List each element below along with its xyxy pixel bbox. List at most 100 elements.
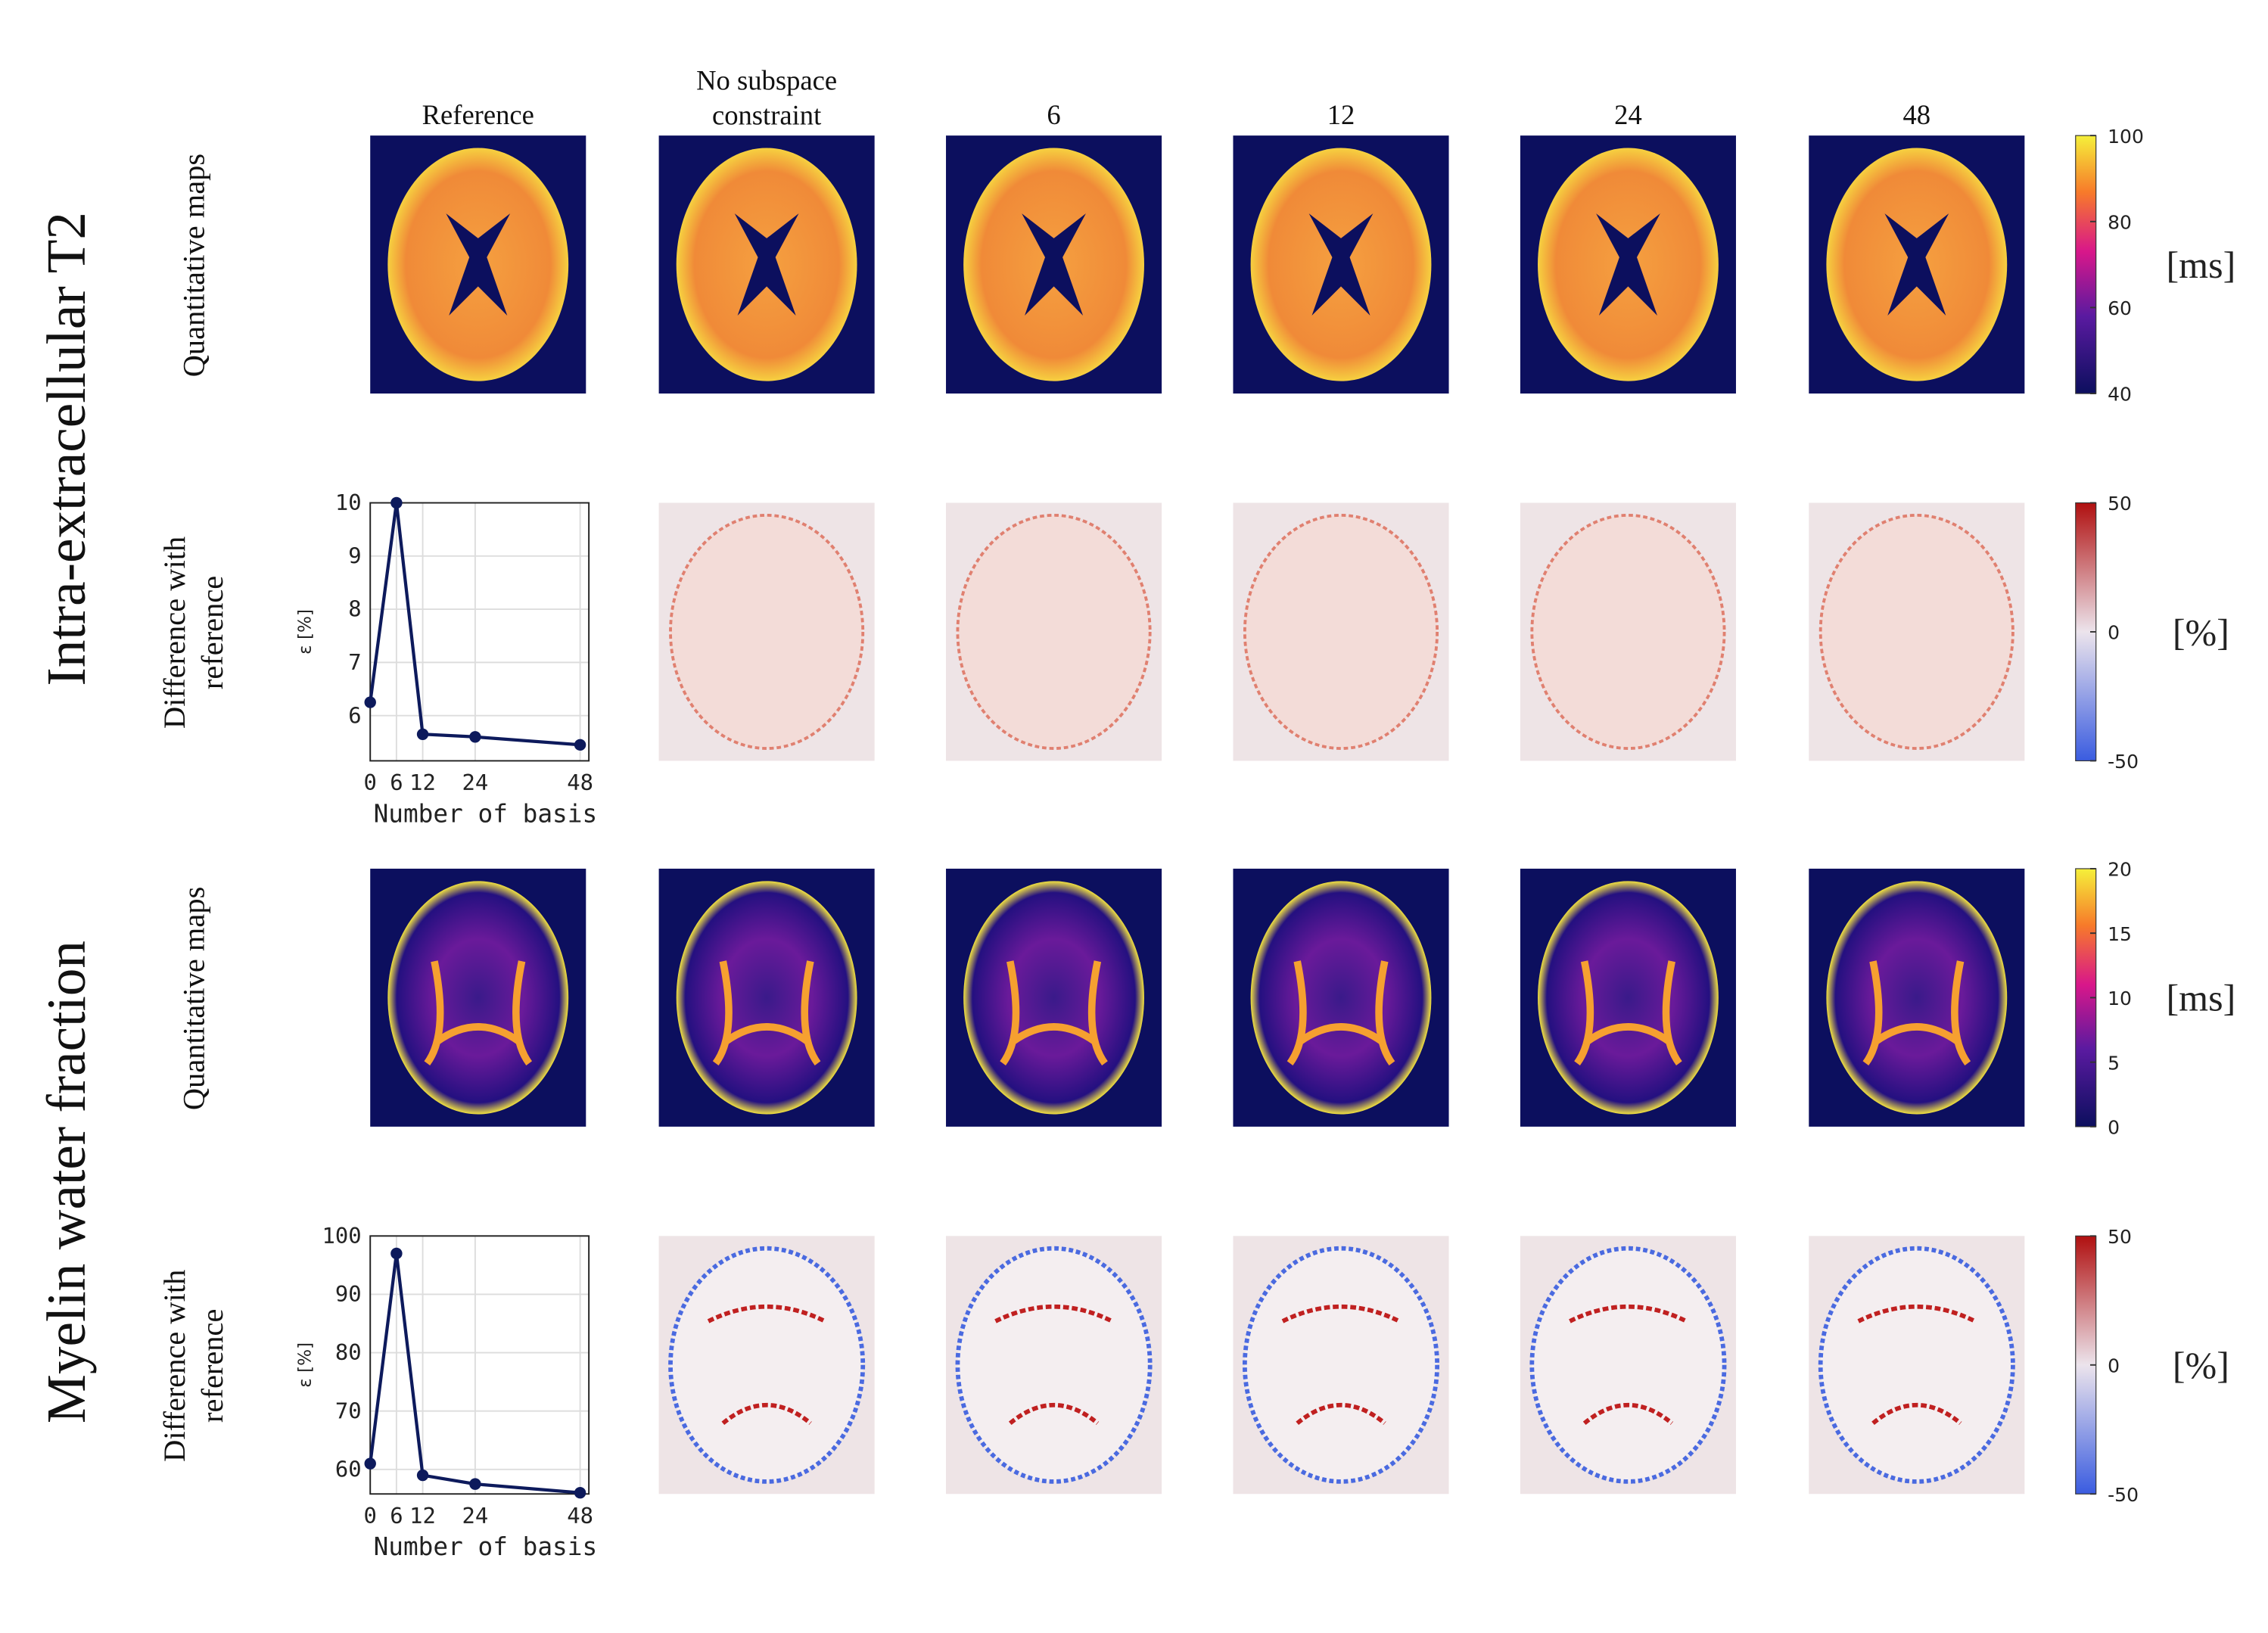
colorbar-tick-label: 0 <box>2108 1116 2120 1138</box>
brain-outline <box>956 513 1152 750</box>
marker <box>416 1469 429 1482</box>
colorbar-tick-label: 50 <box>2108 493 2132 515</box>
marker <box>390 496 403 509</box>
white-matter <box>1574 960 1682 1065</box>
x-axis-label: Number of basis <box>374 799 598 828</box>
marker <box>364 1457 376 1470</box>
white-matter <box>1286 960 1395 1065</box>
x-tick-label: 12 <box>409 770 436 795</box>
white-matter <box>1000 960 1108 1065</box>
column-header: No subspace constraint <box>696 66 838 132</box>
plot-frame <box>369 1235 590 1495</box>
colorbar-tick-label: -50 <box>2108 751 2139 773</box>
brain <box>387 881 569 1115</box>
colorbar-tick-label: 10 <box>2108 988 2132 1009</box>
brain-outline <box>1529 1246 1727 1484</box>
column-header: 24 <box>1614 101 1642 132</box>
difference-structure <box>1281 1304 1401 1426</box>
marker <box>469 731 481 743</box>
brain-outline <box>1818 1246 2015 1484</box>
y-tick-label: 9 <box>348 543 361 568</box>
y-tick-label: 100 <box>322 1223 362 1249</box>
brain <box>963 881 1144 1115</box>
y-tick-label: 90 <box>335 1281 362 1307</box>
colorbar-tick-label: 20 <box>2108 859 2132 881</box>
brain <box>1826 881 2008 1115</box>
ventricles <box>1884 213 1949 316</box>
section-title: Myelin water fraction <box>36 940 98 1423</box>
x-tick-label: 0 <box>364 1503 377 1529</box>
colorbar-tick-label: 5 <box>2108 1052 2120 1074</box>
ventricles <box>446 213 511 316</box>
column-header: Reference <box>422 101 534 132</box>
colorbar-tick-label: 60 <box>2108 297 2132 319</box>
x-tick-label: 12 <box>409 1503 436 1529</box>
colorbar-unit: [%] <box>2173 1344 2229 1386</box>
x-tick-label: 0 <box>364 770 377 795</box>
difference-structure <box>707 1304 826 1426</box>
colorbar-tick-label: -50 <box>2108 1484 2139 1506</box>
x-tick-label: 24 <box>462 1503 489 1529</box>
brain-outline <box>1243 513 1439 750</box>
x-tick-label: 6 <box>390 770 403 795</box>
brain-outline <box>1530 513 1726 750</box>
white-matter <box>1862 960 1971 1065</box>
ventricles <box>1596 213 1660 316</box>
colorbar-tick-label: 80 <box>2108 211 2132 233</box>
x-tick-label: 48 <box>567 1503 593 1529</box>
colorbar-unit: [%] <box>2173 611 2229 653</box>
brain <box>1538 881 1719 1115</box>
difference-structure <box>1569 1304 1688 1426</box>
y-tick-label: 8 <box>348 596 361 622</box>
column-header: 48 <box>1902 101 1931 132</box>
y-tick-label: 70 <box>335 1398 362 1423</box>
brain-outline <box>955 1246 1153 1484</box>
brain-outline <box>669 513 865 750</box>
section-title: Intra-extracellular T2 <box>36 210 98 686</box>
colorbar-tick-label: 0 <box>2108 1355 2120 1376</box>
ventricles <box>734 213 799 316</box>
y-tick-label: 80 <box>335 1339 362 1365</box>
y-tick-label: 7 <box>348 649 361 675</box>
column-header: 12 <box>1327 101 1355 132</box>
white-matter <box>712 960 821 1065</box>
marker <box>574 1486 586 1499</box>
y-tick-label: 60 <box>335 1456 362 1482</box>
colorbar-tick-label: 15 <box>2108 923 2132 945</box>
marker <box>574 739 586 751</box>
marker <box>469 1478 481 1490</box>
marker <box>416 728 429 740</box>
y-axis-label: ε [%] <box>295 609 315 655</box>
y-tick-label: 10 <box>335 490 362 515</box>
white-matter <box>424 960 533 1065</box>
marker <box>390 1247 403 1260</box>
colorbar-unit: [ms] <box>2167 244 2236 286</box>
y-tick-label: 6 <box>348 702 361 728</box>
difference-structure <box>994 1304 1113 1426</box>
plot-frame <box>369 502 590 762</box>
brain-outline <box>1818 513 2014 750</box>
colorbar-tick-label: 50 <box>2108 1226 2132 1248</box>
brain-outline <box>1242 1246 1440 1484</box>
brain <box>1250 881 1432 1115</box>
brain-outline <box>668 1246 866 1484</box>
colorbar-tick-label: 40 <box>2108 384 2132 406</box>
brain <box>676 881 857 1115</box>
row-label: Quantitative maps <box>176 152 212 377</box>
row-label: Difference with reference <box>157 535 231 729</box>
x-tick-label: 24 <box>462 770 489 795</box>
x-tick-label: 6 <box>390 1503 403 1529</box>
difference-structure <box>1857 1304 1977 1426</box>
x-tick-label: 48 <box>567 770 593 795</box>
ventricles <box>1022 213 1086 316</box>
colorbar-tick-label: 0 <box>2108 622 2120 644</box>
y-axis-label: ε [%] <box>295 1342 315 1388</box>
colorbar <box>2075 135 2097 394</box>
colorbar-tick-label: 100 <box>2108 126 2144 148</box>
row-label: Difference with reference <box>157 1268 231 1461</box>
colorbar-unit: [ms] <box>2167 977 2236 1019</box>
row-label: Quantitative maps <box>176 885 212 1110</box>
